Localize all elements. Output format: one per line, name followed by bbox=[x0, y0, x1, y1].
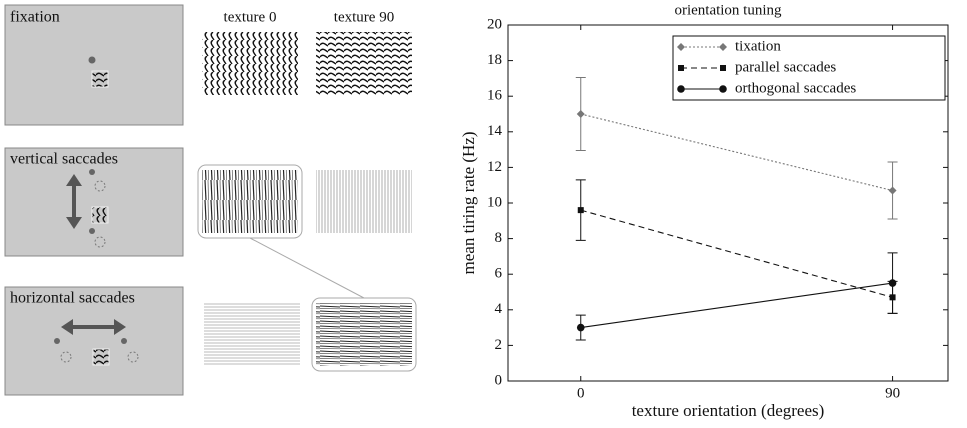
legend-label: tixation bbox=[735, 38, 781, 54]
y-tick-label: 12 bbox=[487, 159, 502, 175]
y-tick-label: 2 bbox=[495, 337, 503, 353]
x-tick-label: 0 bbox=[577, 385, 585, 401]
y-tick-label: 4 bbox=[495, 301, 503, 317]
y-tick-label: 0 bbox=[495, 372, 503, 388]
chart-title: orientation tuning bbox=[674, 2, 782, 18]
y-tick-label: 18 bbox=[487, 52, 502, 68]
panel-label: vertical saccades bbox=[10, 151, 118, 168]
y-tick-label: 16 bbox=[487, 88, 503, 104]
panel-label: fixation bbox=[10, 9, 60, 26]
marker bbox=[888, 279, 897, 287]
marker bbox=[576, 110, 585, 118]
y-tick-label: 8 bbox=[495, 230, 503, 246]
y-axis-label: mean tiring rate (Hz) bbox=[459, 131, 478, 274]
y-tick-label: 6 bbox=[495, 266, 503, 282]
marker bbox=[678, 65, 684, 71]
marker bbox=[719, 85, 727, 93]
series-line bbox=[580, 209, 893, 298]
marker bbox=[677, 43, 685, 51]
legend-label: parallel saccades bbox=[735, 59, 836, 75]
panel-label: horizontal saccades bbox=[10, 290, 135, 307]
series-line bbox=[580, 282, 893, 329]
marker bbox=[888, 186, 897, 195]
texture-label: texture 90 bbox=[334, 9, 394, 25]
panel bbox=[4, 4, 184, 126]
y-tick-label: 10 bbox=[487, 194, 502, 210]
panel bbox=[4, 286, 184, 396]
marker bbox=[677, 85, 685, 93]
y-tick-label: 20 bbox=[487, 16, 502, 32]
legend-label: orthogonal saccades bbox=[735, 80, 856, 96]
texture-label: texture 0 bbox=[224, 9, 277, 25]
marker bbox=[576, 323, 585, 332]
textures: texture 0 texture 90 bbox=[197, 9, 417, 372]
chart: orientation tuning texture orientation (… bbox=[459, 2, 949, 420]
marker bbox=[577, 207, 584, 214]
marker bbox=[720, 65, 726, 71]
x-tick-label: 90 bbox=[885, 385, 900, 401]
marker bbox=[719, 43, 727, 51]
panel bbox=[4, 147, 184, 257]
x-axis-label: texture orientation (degrees) bbox=[632, 401, 825, 420]
y-tick-label: 14 bbox=[487, 123, 503, 139]
series-line bbox=[580, 113, 893, 192]
left-panels: fixation vertical saccades horizontal sa… bbox=[4, 4, 184, 396]
